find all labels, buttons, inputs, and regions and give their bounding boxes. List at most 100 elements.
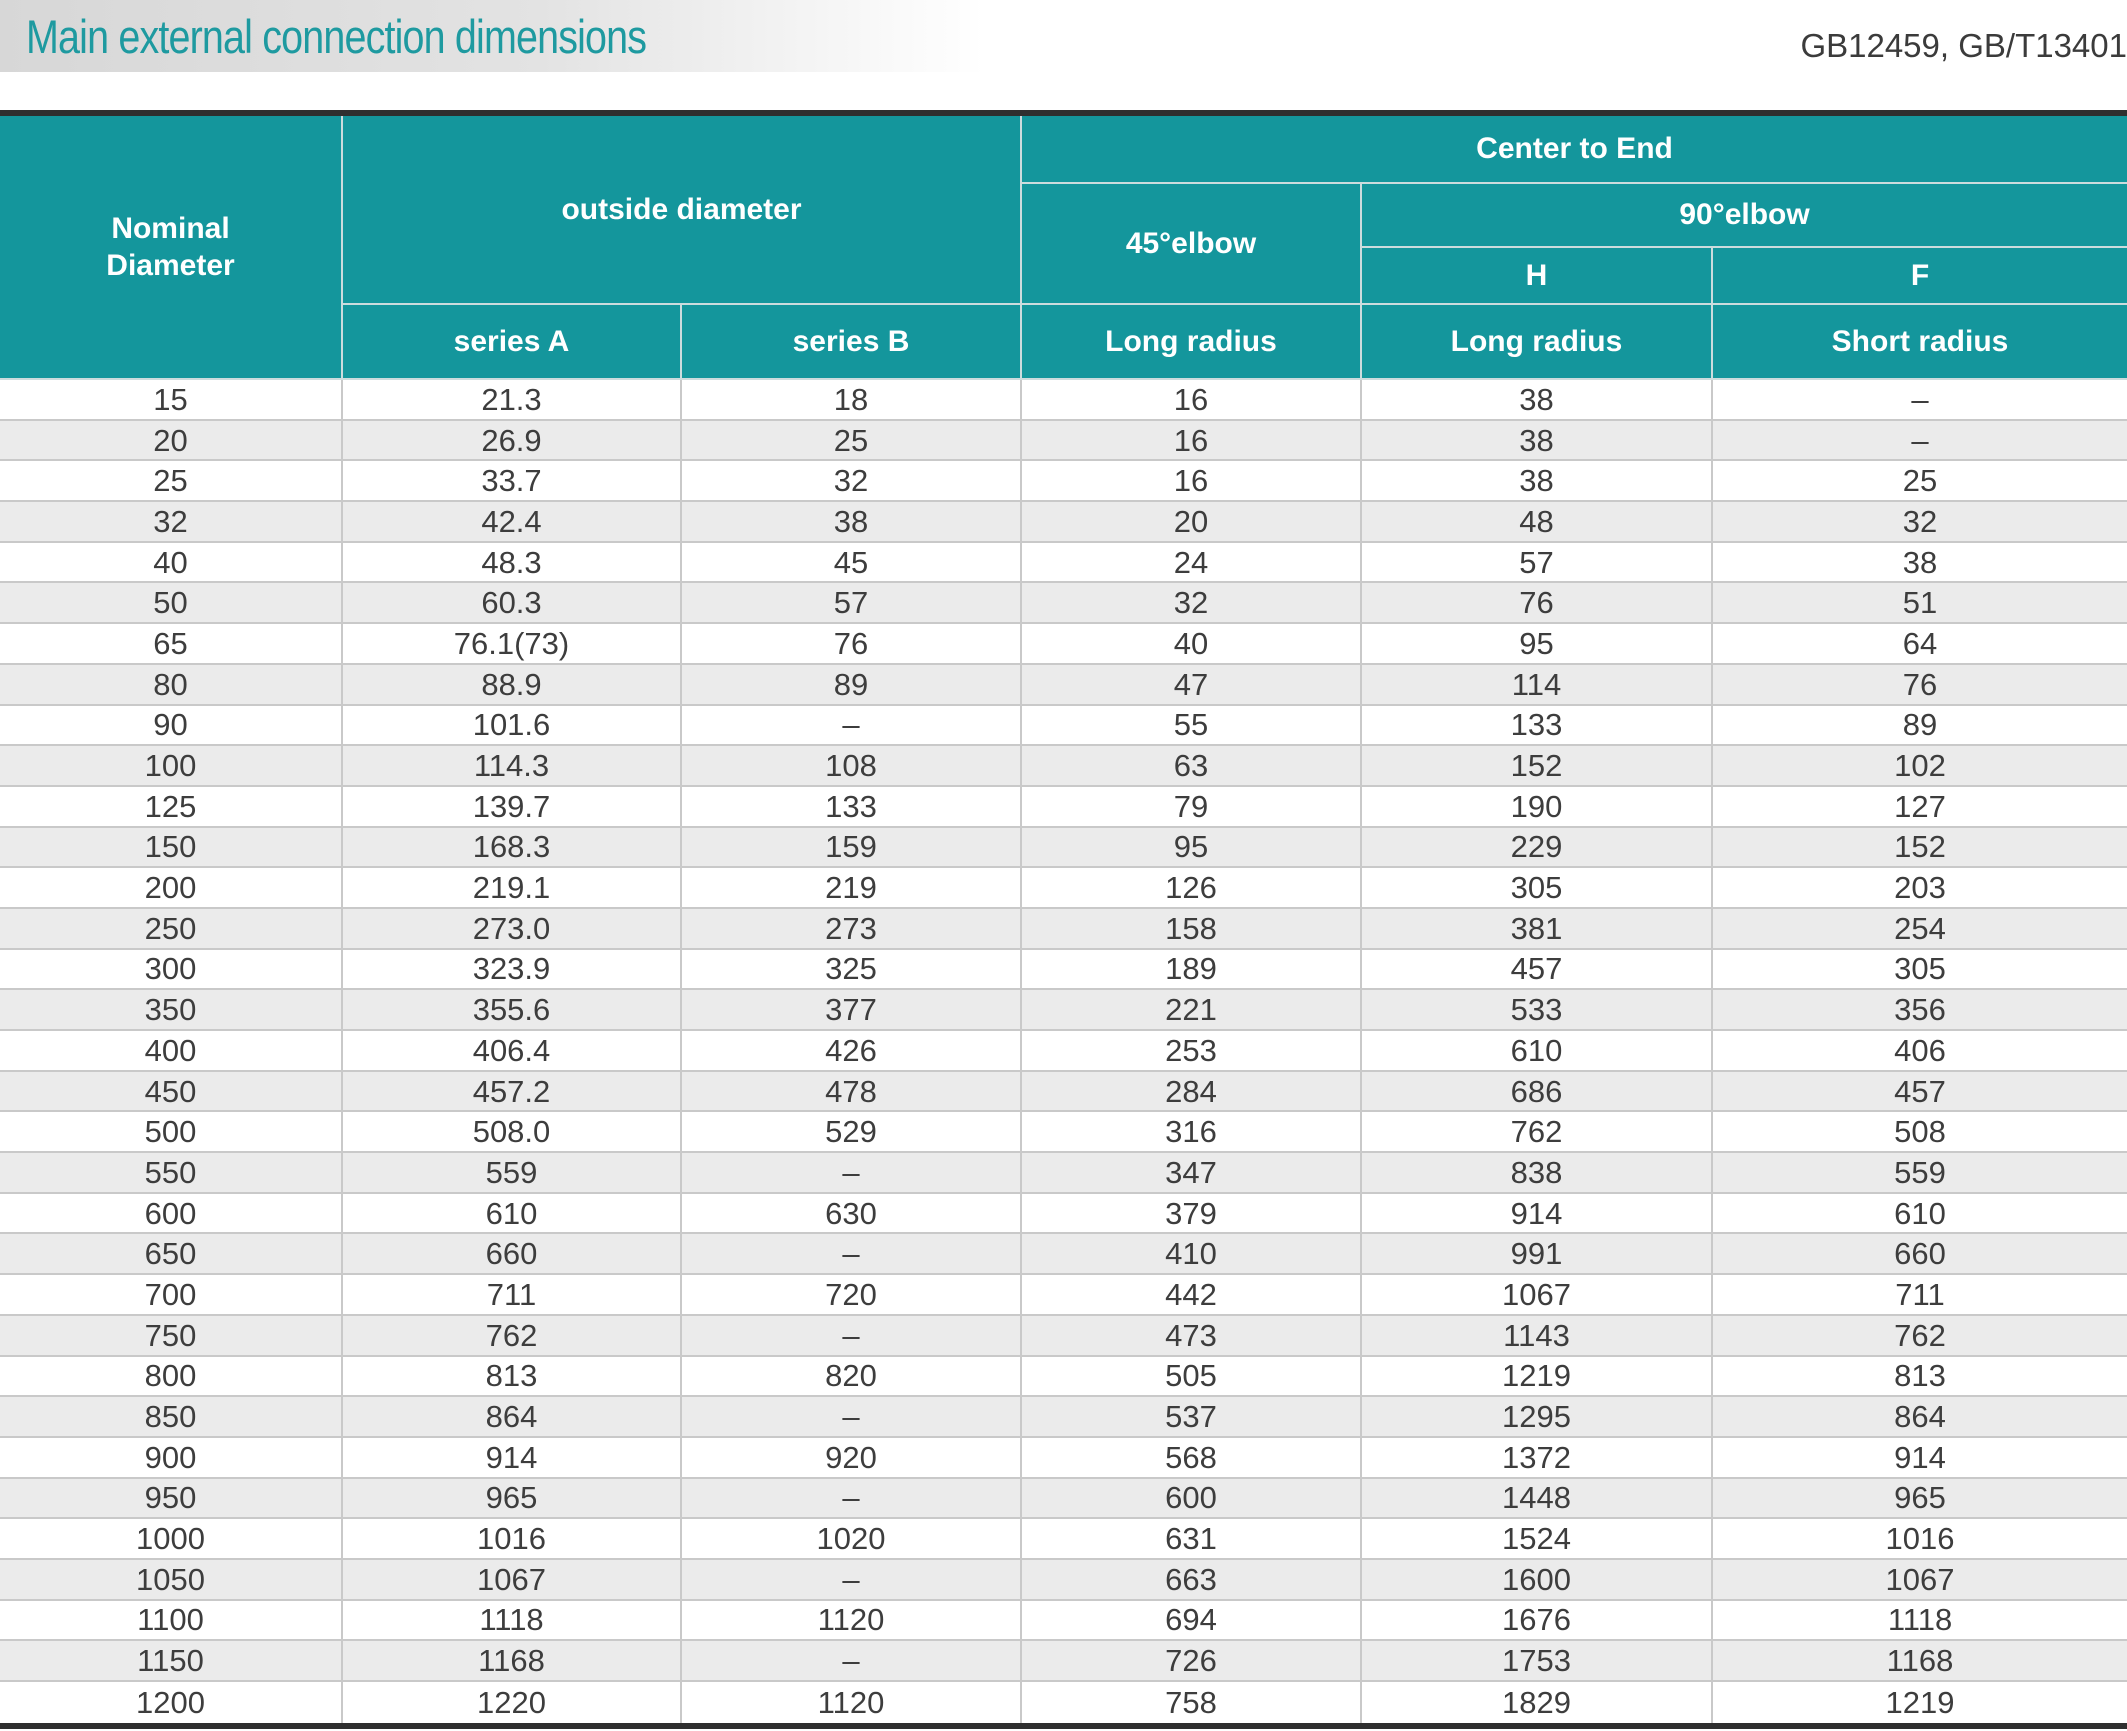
table-cell: 920 bbox=[682, 1437, 1022, 1479]
table-row: 65 76.1(73) 76 40 95 64 bbox=[0, 624, 2127, 665]
table-cell: 505 bbox=[1022, 1356, 1362, 1398]
table-cell: 125 bbox=[0, 786, 343, 828]
table-cell: 60.3 bbox=[343, 583, 682, 625]
table-cell: 1219 bbox=[1713, 1682, 2127, 1723]
table-cell: 40 bbox=[0, 542, 343, 584]
table-row: 500 508.0 529 316 762 508 bbox=[0, 1112, 2127, 1154]
standards-reference: GB12459, GB/T13401 bbox=[1800, 27, 2127, 64]
table-cell: 1524 bbox=[1362, 1519, 1713, 1560]
dimensions-table-wrap: Nominal Diameter outside diameter Center… bbox=[0, 110, 2127, 1729]
table-cell: 273.0 bbox=[343, 908, 682, 950]
table-cell: 48 bbox=[1362, 502, 1713, 543]
header-series-b: series B bbox=[682, 305, 1022, 380]
table-cell: 189 bbox=[1022, 949, 1362, 991]
table-cell: 219.1 bbox=[343, 868, 682, 909]
table-cell: 686 bbox=[1362, 1071, 1713, 1113]
table-cell: 508 bbox=[1713, 1112, 2127, 1154]
table-row: 1000 1016 1020 631 1524 1016 bbox=[0, 1519, 2127, 1560]
table-cell: 900 bbox=[0, 1437, 343, 1479]
table-cell: 720 bbox=[682, 1275, 1022, 1316]
table-cell: 400 bbox=[0, 1031, 343, 1072]
table-cell: 1067 bbox=[1362, 1275, 1713, 1316]
table-cell: 529 bbox=[682, 1112, 1022, 1154]
table-cell: 323.9 bbox=[343, 949, 682, 991]
table-cell: 76 bbox=[682, 624, 1022, 665]
table-cell: 965 bbox=[1713, 1478, 2127, 1520]
table-cell: – bbox=[1713, 380, 2127, 421]
table-cell: 300 bbox=[0, 949, 343, 991]
table-cell: 965 bbox=[343, 1478, 682, 1520]
table-cell: 133 bbox=[1362, 705, 1713, 747]
table-cell: 101.6 bbox=[343, 705, 682, 747]
table-cell: 457.2 bbox=[343, 1071, 682, 1113]
table-row: 200 219.1 219 126 305 203 bbox=[0, 868, 2127, 909]
table-cell: 200 bbox=[0, 868, 343, 909]
table-cell: 377 bbox=[682, 990, 1022, 1031]
table-cell: 500 bbox=[0, 1112, 343, 1154]
table-cell: 356 bbox=[1713, 990, 2127, 1031]
table-cell: 108 bbox=[682, 746, 1022, 787]
table-cell: 650 bbox=[0, 1234, 343, 1276]
table-cell: 1168 bbox=[343, 1641, 682, 1682]
table-cell: 25 bbox=[0, 461, 343, 503]
table-cell: 63 bbox=[1022, 746, 1362, 787]
table-cell: 1050 bbox=[0, 1559, 343, 1601]
table-cell: 550 bbox=[0, 1153, 343, 1194]
table-cell: 76.1(73) bbox=[343, 624, 682, 665]
table-cell: 126 bbox=[1022, 868, 1362, 909]
table-cell: 663 bbox=[1022, 1559, 1362, 1601]
table-cell: 114.3 bbox=[343, 746, 682, 787]
table-cell: 32 bbox=[682, 461, 1022, 503]
table-cell: 559 bbox=[343, 1153, 682, 1194]
table-cell: 914 bbox=[1713, 1437, 2127, 1479]
table-cell: 325 bbox=[682, 949, 1022, 991]
table-row: 1200 1220 1120 758 1829 1219 bbox=[0, 1682, 2127, 1723]
page-title-text: Main external connection dimensions bbox=[26, 9, 647, 63]
table-cell: 18 bbox=[682, 380, 1022, 421]
table-cell: 1676 bbox=[1362, 1600, 1713, 1642]
table-cell: 950 bbox=[0, 1478, 343, 1520]
table-cell: 457 bbox=[1362, 949, 1713, 991]
table-cell: 219 bbox=[682, 868, 1022, 909]
table-cell: 38 bbox=[1362, 461, 1713, 503]
table-cell: 610 bbox=[1362, 1031, 1713, 1072]
table-cell: 284 bbox=[1022, 1071, 1362, 1113]
page-title: Main external connection dimensions bbox=[0, 9, 764, 64]
table-cell: 203 bbox=[1713, 868, 2127, 909]
table-cell: 15 bbox=[0, 380, 343, 421]
table-cell: 139.7 bbox=[343, 786, 682, 828]
table-cell: 347 bbox=[1022, 1153, 1362, 1194]
table-cell: 473 bbox=[1022, 1315, 1362, 1357]
table-cell: 150 bbox=[0, 827, 343, 869]
table-cell: 168.3 bbox=[343, 827, 682, 869]
table-cell: 33.7 bbox=[343, 461, 682, 503]
table-cell: 350 bbox=[0, 990, 343, 1031]
table-cell: 610 bbox=[1713, 1193, 2127, 1235]
header-90-elbow: 90°elbow bbox=[1362, 184, 2127, 248]
table-cell: 758 bbox=[1022, 1682, 1362, 1723]
table-cell: – bbox=[682, 1559, 1022, 1601]
table-cell: 88.9 bbox=[343, 664, 682, 706]
table-cell: 442 bbox=[1022, 1275, 1362, 1316]
table-row: 1150 1168–726 1753 1168 bbox=[0, 1641, 2127, 1682]
table-row: 15 21.3 18 16 38– bbox=[0, 380, 2127, 421]
table-cell: 1753 bbox=[1362, 1641, 1713, 1682]
table-cell: 1220 bbox=[343, 1682, 682, 1723]
table-row: 950 965–600 1448 965 bbox=[0, 1478, 2127, 1520]
table-cell: 95 bbox=[1022, 827, 1362, 869]
table-cell: 65 bbox=[0, 624, 343, 665]
table-row: 450 457.2 478 284 686 457 bbox=[0, 1071, 2127, 1113]
table-cell: – bbox=[682, 1397, 1022, 1438]
table-cell: 1118 bbox=[343, 1600, 682, 1642]
table-row: 50 60.3 57 32 76 51 bbox=[0, 583, 2127, 625]
table-cell: 533 bbox=[1362, 990, 1713, 1031]
table-cell: 38 bbox=[682, 502, 1022, 543]
table-cell: 478 bbox=[682, 1071, 1022, 1113]
table-cell: 1200 bbox=[0, 1682, 343, 1723]
table-cell: 1150 bbox=[0, 1641, 343, 1682]
table-cell: 32 bbox=[0, 502, 343, 543]
table-cell: 57 bbox=[1362, 542, 1713, 584]
table-row: 20 26.9 25 16 38– bbox=[0, 420, 2127, 462]
table-cell: 48.3 bbox=[343, 542, 682, 584]
table-cell: 537 bbox=[1022, 1397, 1362, 1438]
